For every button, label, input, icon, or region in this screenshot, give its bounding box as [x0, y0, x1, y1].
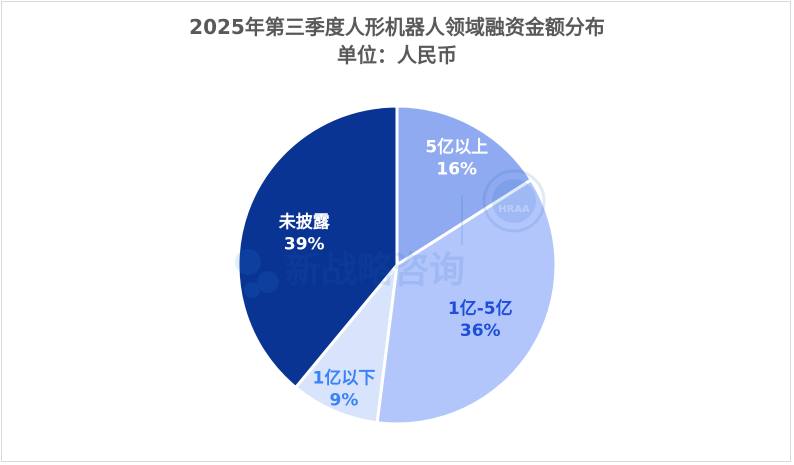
watermark: 新战略咨询 HRAA: [235, 169, 546, 298]
slice-percent-2: 36%: [460, 321, 501, 341]
watermark-text: 新战略咨询: [285, 250, 465, 291]
pie-slice-2: [375, 177, 558, 426]
slice-percent-1: 16%: [436, 159, 477, 179]
slice-percent-3: 9%: [330, 391, 359, 411]
slice-label-2: 1亿-5亿: [448, 298, 513, 319]
pie-slice-1: [395, 104, 534, 268]
slice-label-4: 未披露: [278, 212, 331, 233]
slice-label-3: 1亿以下: [313, 368, 376, 389]
pie-slice-4: [236, 104, 399, 390]
watermark-badge-icon: HRAA: [482, 169, 546, 233]
slice-label-1: 5亿以上: [425, 136, 488, 157]
watermark-logo-icon: [235, 249, 279, 298]
slice-percent-4: 39%: [284, 235, 325, 255]
watermark-badge-text: HRAA: [498, 204, 530, 215]
pie-slice-3: [293, 260, 400, 425]
chart-title: 2025年第三季度人形机器人领域融资金额分布: [189, 15, 605, 39]
pie-slices: [236, 104, 558, 426]
chart-subtitle: 单位：人民币: [337, 43, 457, 67]
